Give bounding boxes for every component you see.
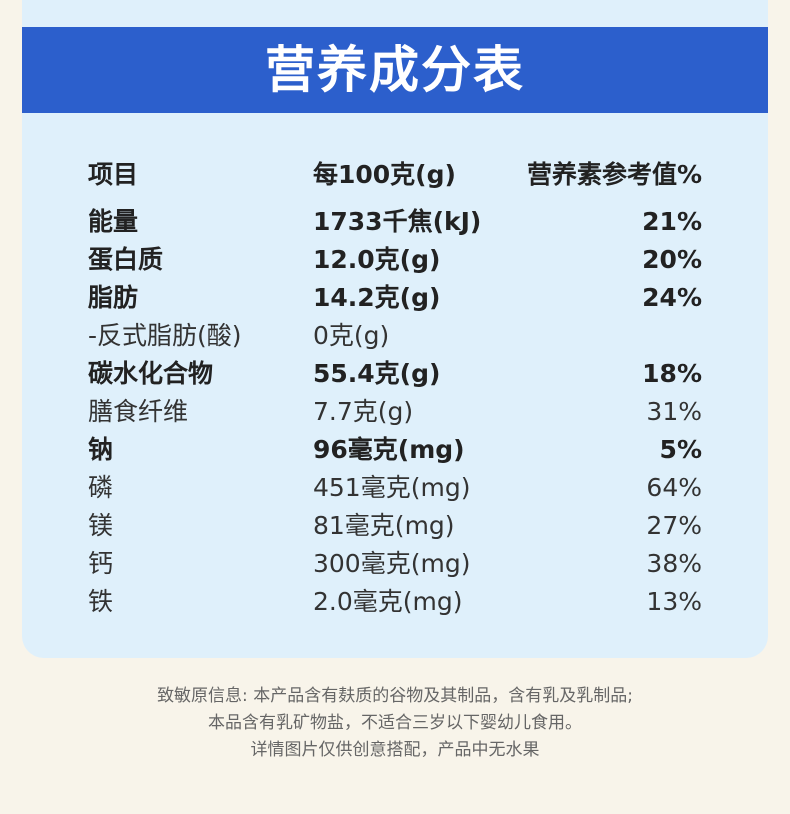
table-cell: 膳食纤维 — [88, 397, 189, 426]
table-cell: 12.0克(g) — [313, 245, 441, 274]
table-cell: 能量 — [88, 207, 139, 236]
note-line: 致敏原信息: 本产品含有麸质的谷物及其制品，含有乳及乳制品; — [157, 686, 633, 706]
table-cell: 钙 — [88, 549, 114, 578]
table-cell: 7.7克(g) — [313, 397, 414, 426]
table-cell: 每100克(g) — [313, 160, 456, 189]
table-cell: 磷 — [88, 473, 114, 502]
table-cell: 38% — [646, 549, 702, 578]
table-cell: 碳水化合物 — [88, 359, 214, 388]
title: 营养成分表 — [22, 27, 768, 113]
table-cell: -反式脂肪(酸) — [88, 321, 242, 350]
table-cell: 451毫克(mg) — [313, 473, 471, 502]
table-cell: 55.4克(g) — [313, 359, 441, 388]
table-cell: 27% — [646, 511, 702, 540]
note-line: 本品含有乳矿物盐，不适合三岁以下婴幼儿食用。 — [208, 713, 582, 733]
table-cell: 18% — [642, 359, 702, 388]
table-cell: 31% — [646, 397, 702, 426]
table-cell: 20% — [642, 245, 702, 274]
table-cell: 脂肪 — [88, 283, 139, 312]
table-cell: 96毫克(mg) — [313, 435, 465, 464]
table-cell: 13% — [646, 587, 702, 616]
table-cell: 蛋白质 — [88, 245, 164, 274]
table-cell: 81毫克(mg) — [313, 511, 455, 540]
table-cell: 21% — [642, 207, 702, 236]
table-cell: 14.2克(g) — [313, 283, 441, 312]
table-cell: 营养素参考值% — [526, 160, 702, 189]
table-cell: 0克(g) — [313, 321, 390, 350]
table-cell: 64% — [646, 473, 702, 502]
table-cell: 2.0毫克(mg) — [313, 587, 463, 616]
note-line: 详情图片仅供创意搭配，产品中无水果 — [250, 740, 540, 760]
table-cell: 项目 — [88, 160, 139, 189]
table-cell: 300毫克(mg) — [313, 549, 471, 578]
table-cell: 铁 — [88, 587, 114, 616]
table-cell: 镁 — [88, 511, 114, 540]
table-cell: 1733千焦(kJ) — [313, 207, 482, 236]
table-cell: 5% — [659, 435, 702, 464]
table-cell: 24% — [642, 283, 702, 312]
table-cell: 钠 — [88, 435, 114, 464]
